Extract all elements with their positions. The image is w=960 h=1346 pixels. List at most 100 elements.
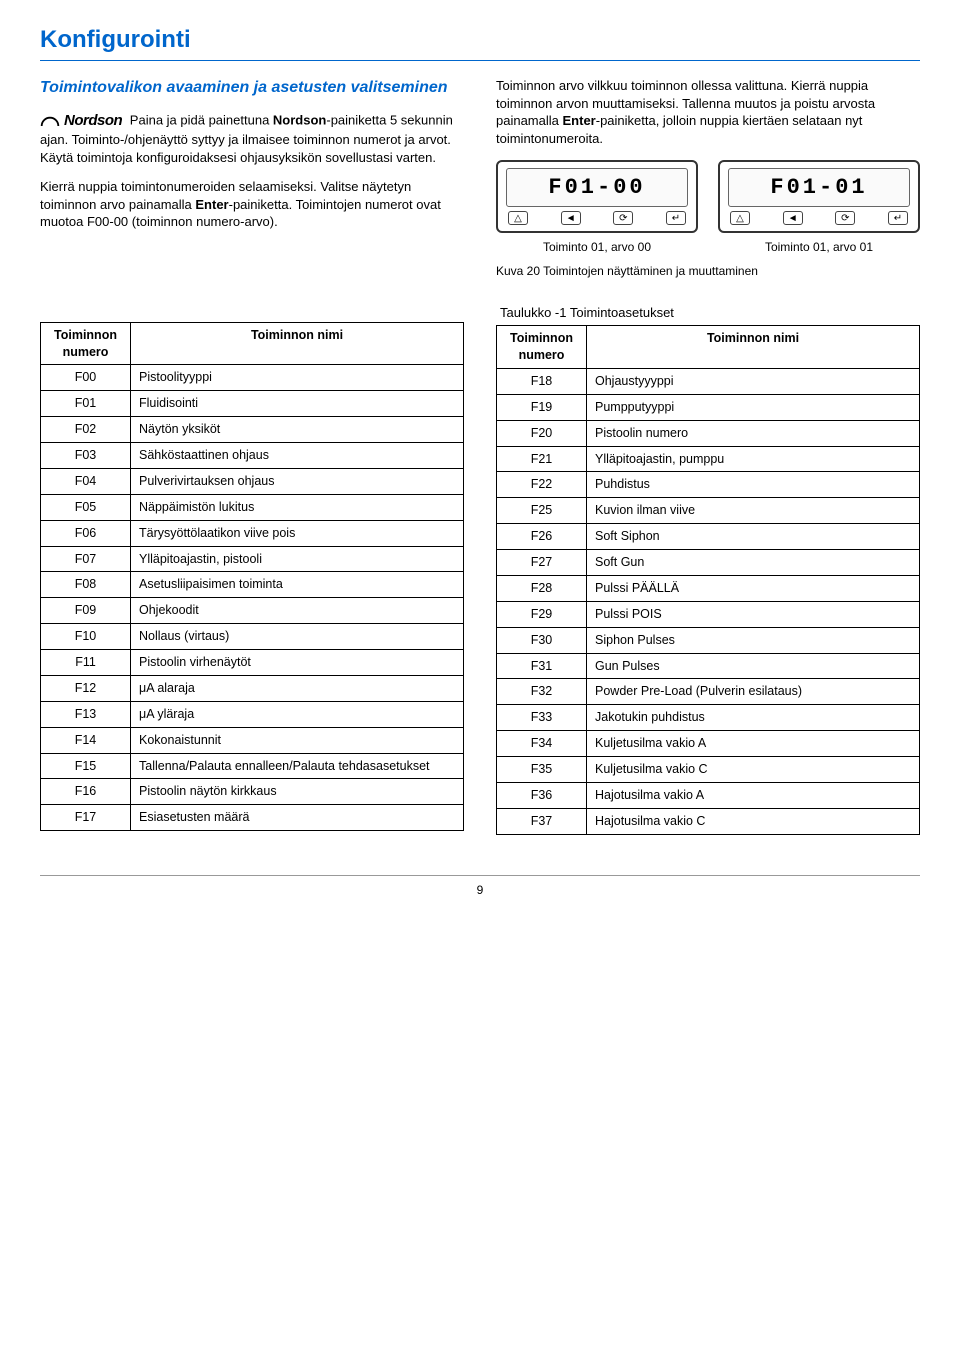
func-number: F06 — [41, 520, 131, 546]
table-right-col: Taulukko -1 Toimintoasetukset Toiminnon … — [496, 304, 920, 835]
func-name: μA yläraja — [131, 701, 464, 727]
func-number: F14 — [41, 727, 131, 753]
func-number: F01 — [41, 391, 131, 417]
func-name: Jakotukin puhdistus — [587, 705, 920, 731]
lcd-screen-2: F01-01 — [728, 168, 910, 208]
table-row: F34Kuljetusilma vakio A — [497, 731, 920, 757]
left-p1-a: Paina ja pidä painettuna — [130, 113, 273, 128]
table-row: F31Gun Pulses — [497, 653, 920, 679]
func-number: F05 — [41, 494, 131, 520]
func-name: Fluidisointi — [131, 391, 464, 417]
func-number: F13 — [41, 701, 131, 727]
enter-key-1: Enter — [195, 197, 228, 212]
table-row: F08Asetusliipaisimen toiminta — [41, 572, 464, 598]
func-number: F12 — [41, 675, 131, 701]
func-name: Kuljetusilma vakio C — [587, 757, 920, 783]
function-table-right: Toiminnon numero Toiminnon nimi F18Ohjau… — [496, 325, 920, 835]
left-arrow-icon: ◄ — [561, 211, 581, 225]
cycle-icon: ⟳ — [613, 211, 633, 225]
display-label-1: Toiminto 01, arvo 00 — [496, 239, 698, 255]
func-name: Pistoolin näytön kirkkaus — [131, 779, 464, 805]
func-name: Näytön yksiköt — [131, 417, 464, 443]
table-row: F21Ylläpitoajastin, pumppu — [497, 446, 920, 472]
right-para-1: Toiminnon arvo vilkkuu toiminnon ollessa… — [496, 77, 920, 147]
lcd-box-2: F01-01 △ ◄ ⟳ ↵ — [718, 160, 920, 234]
table-row: F28Pulssi PÄÄLLÄ — [497, 575, 920, 601]
table-row: F32Powder Pre-Load (Pulverin esilataus) — [497, 679, 920, 705]
func-name: Siphon Pulses — [587, 627, 920, 653]
func-number: F08 — [41, 572, 131, 598]
enter-icon: ↵ — [888, 211, 908, 225]
display-unit-2: F01-01 △ ◄ ⟳ ↵ Toiminto 01, arvo 01 — [718, 160, 920, 256]
func-name: Ylläpitoajastin, pumppu — [587, 446, 920, 472]
func-number: F36 — [497, 782, 587, 808]
func-name: Näppäimistön lukitus — [131, 494, 464, 520]
func-number: F02 — [41, 417, 131, 443]
func-name: Gun Pulses — [587, 653, 920, 679]
page-number: 9 — [477, 883, 484, 897]
table-row: F35Kuljetusilma vakio C — [497, 757, 920, 783]
section-subheading: Toimintovalikon avaaminen ja asetusten v… — [40, 77, 464, 99]
lcd-btns-1: △ ◄ ⟳ ↵ — [506, 211, 688, 225]
func-number: F15 — [41, 753, 131, 779]
table-row: F10Nollaus (virtaus) — [41, 624, 464, 650]
table-row: F30Siphon Pulses — [497, 627, 920, 653]
func-number: F07 — [41, 546, 131, 572]
func-name: Soft Gun — [587, 550, 920, 576]
page-title: Konfigurointi — [40, 24, 920, 61]
func-name: Tärysyöttölaatikon viive pois — [131, 520, 464, 546]
func-name: Nollaus (virtaus) — [131, 624, 464, 650]
table-row: F07Ylläpitoajastin, pistooli — [41, 546, 464, 572]
lcd-btns-2: △ ◄ ⟳ ↵ — [728, 211, 910, 225]
lcd-box-1: F01-00 △ ◄ ⟳ ↵ — [496, 160, 698, 234]
page-footer: 9 — [40, 875, 920, 898]
func-number: F17 — [41, 805, 131, 831]
func-name: Powder Pre-Load (Pulverin esilataus) — [587, 679, 920, 705]
display-figures: F01-00 △ ◄ ⟳ ↵ Toiminto 01, arvo 00 F01-… — [496, 160, 920, 256]
th-name-left: Toiminnon nimi — [131, 322, 464, 365]
enter-key-2: Enter — [563, 113, 596, 128]
func-number: F09 — [41, 598, 131, 624]
func-number: F30 — [497, 627, 587, 653]
table-row: F14Kokonaistunnit — [41, 727, 464, 753]
func-name: Hajotusilma vakio A — [587, 782, 920, 808]
func-name: Pulssi POIS — [587, 601, 920, 627]
table-row: F04Pulverivirtauksen ohjaus — [41, 468, 464, 494]
left-para-1: Nordson Paina ja pidä painettuna Nordson… — [40, 111, 464, 166]
func-name: Hajotusilma vakio C — [587, 808, 920, 834]
func-name: Pistoolityyppi — [131, 365, 464, 391]
func-number: F28 — [497, 575, 587, 601]
table-row: F36Hajotusilma vakio A — [497, 782, 920, 808]
func-name: Ohjaustyyyppi — [587, 368, 920, 394]
table-left-col: Toiminnon numero Toiminnon nimi F00Pisto… — [40, 304, 464, 835]
table-row: F20Pistoolin numero — [497, 420, 920, 446]
func-name: Pulssi PÄÄLLÄ — [587, 575, 920, 601]
func-name: Kuljetusilma vakio A — [587, 731, 920, 757]
table-row: F00Pistoolityyppi — [41, 365, 464, 391]
func-number: F37 — [497, 808, 587, 834]
table-row: F25Kuvion ilman viive — [497, 498, 920, 524]
func-number: F34 — [497, 731, 587, 757]
func-number: F19 — [497, 394, 587, 420]
table-row: F01Fluidisointi — [41, 391, 464, 417]
func-name: Pistoolin numero — [587, 420, 920, 446]
func-name: Ohjekoodit — [131, 598, 464, 624]
func-name: Tallenna/Palauta ennalleen/Palauta tehda… — [131, 753, 464, 779]
table-row: F03Sähköstaattinen ohjaus — [41, 443, 464, 469]
table-row: F18Ohjaustyyyppi — [497, 368, 920, 394]
table-row: F12μA alaraja — [41, 675, 464, 701]
func-number: F16 — [41, 779, 131, 805]
table-row: F22Puhdistus — [497, 472, 920, 498]
func-name: Puhdistus — [587, 472, 920, 498]
th-num-right: Toiminnon numero — [497, 326, 587, 369]
func-name: Ylläpitoajastin, pistooli — [131, 546, 464, 572]
left-arrow-icon: ◄ — [783, 211, 803, 225]
table-row: F37Hajotusilma vakio C — [497, 808, 920, 834]
func-name: Soft Siphon — [587, 524, 920, 550]
func-name: Kokonaistunnit — [131, 727, 464, 753]
func-number: F33 — [497, 705, 587, 731]
nordson-logo: Nordson — [40, 111, 122, 131]
logo-text: Nordson — [64, 111, 122, 131]
table-row: F13μA yläraja — [41, 701, 464, 727]
func-number: F18 — [497, 368, 587, 394]
